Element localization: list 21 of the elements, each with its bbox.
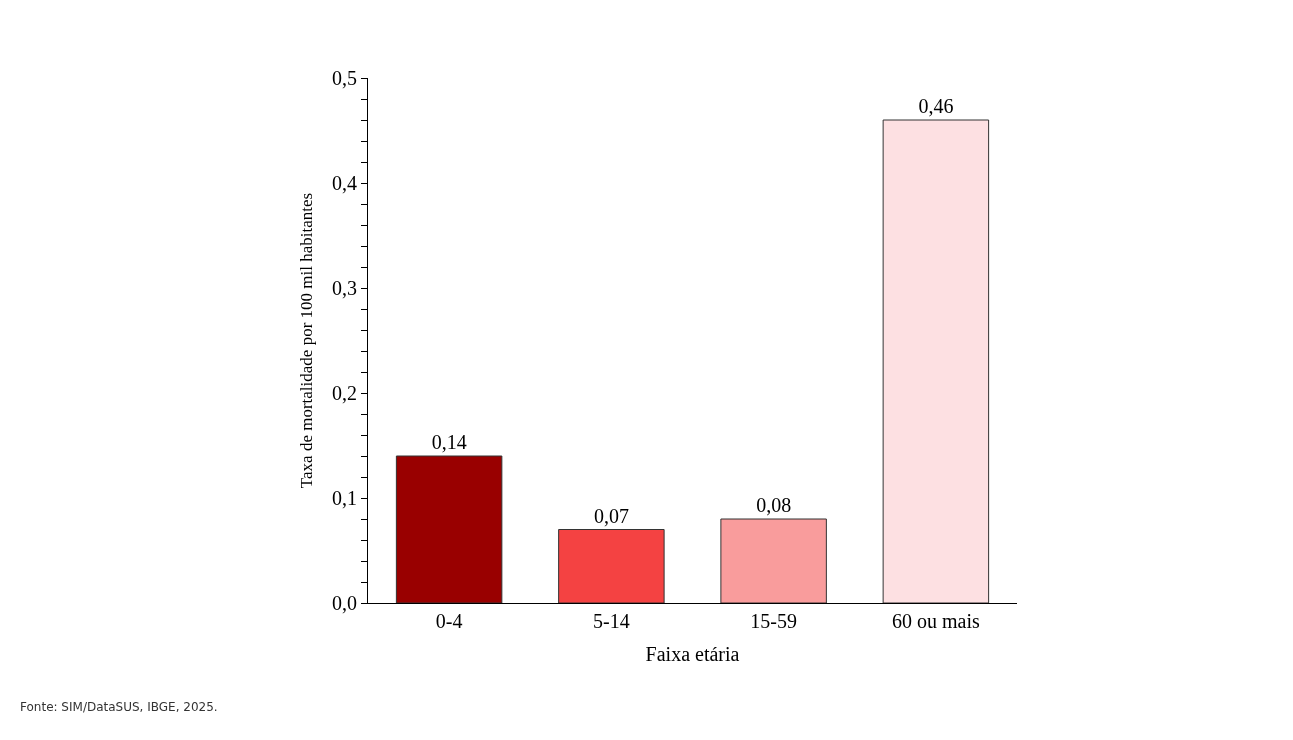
- x-tick-label: 0-4: [435, 610, 463, 632]
- bar: [882, 119, 990, 603]
- y-tick-label: 0,4: [332, 172, 357, 194]
- bar: [720, 518, 827, 603]
- data-label: 0,07: [593, 504, 629, 527]
- x-tick-label: 15-59: [750, 610, 797, 632]
- x-tick-label: 60 ou mais: [891, 610, 980, 632]
- y-tick-label: 0,1: [332, 487, 357, 509]
- x-axis-title: Faixa etária: [645, 642, 740, 665]
- bar: [395, 455, 503, 603]
- y-axis-title: Taxa de mortalidade por 100 mil habitantes: [296, 192, 316, 489]
- data-label: 0,14: [431, 431, 467, 453]
- x-tick-label: 5-14: [593, 610, 630, 632]
- source-note: Fonte: SIM/DataSUS, IBGE, 2025.: [20, 700, 218, 714]
- y-tick-label: 0,3: [332, 277, 357, 299]
- y-tick-label: 0,0: [332, 592, 357, 614]
- data-label: 0,08: [756, 494, 792, 516]
- y-tick-label: 0,2: [332, 382, 357, 404]
- y-tick-label: 0,5: [332, 67, 357, 89]
- bar: [558, 529, 665, 603]
- data-label: 0,46: [918, 95, 954, 117]
